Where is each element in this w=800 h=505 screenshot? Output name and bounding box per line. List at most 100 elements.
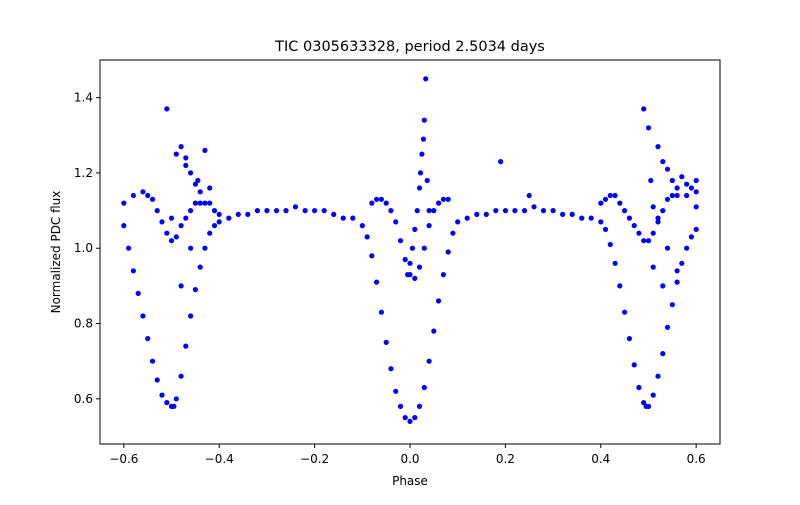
data-point (207, 185, 213, 191)
data-point (149, 358, 156, 364)
data-point (650, 204, 656, 210)
data-point (168, 215, 175, 221)
data-point (645, 125, 652, 131)
data-point (419, 151, 425, 157)
data-point (612, 192, 618, 199)
data-point (412, 226, 418, 232)
data-point (693, 204, 699, 210)
data-point (173, 234, 179, 240)
data-point (650, 264, 656, 270)
data-point (688, 234, 695, 240)
data-point (669, 302, 675, 308)
data-point (388, 208, 394, 214)
data-point (417, 170, 424, 176)
data-point (512, 208, 518, 214)
data-point (407, 418, 413, 424)
data-point (423, 76, 429, 82)
x-tick-label: 0.6 (687, 452, 706, 466)
data-point (159, 392, 165, 398)
data-point (416, 403, 423, 409)
data-point (397, 403, 404, 409)
data-point (693, 189, 699, 195)
data-point (421, 117, 427, 123)
data-point (664, 324, 671, 330)
data-point (650, 230, 656, 236)
x-tick-label: −0.2 (300, 452, 329, 466)
data-point (340, 215, 346, 221)
data-point (164, 106, 170, 112)
data-point (669, 177, 675, 184)
y-axis-ticks: 0.6 0.8 1.0 1.2 1.4 (74, 91, 100, 406)
data-point (416, 264, 423, 270)
data-point (641, 106, 647, 112)
data-point (569, 211, 575, 217)
data-point (216, 211, 222, 217)
data-point (130, 268, 136, 274)
data-point (188, 245, 194, 251)
data-point (674, 279, 680, 285)
data-point (684, 181, 690, 187)
data-point (655, 144, 661, 150)
data-point (402, 415, 408, 421)
data-point (254, 208, 260, 214)
data-point (617, 200, 623, 206)
data-point (192, 200, 198, 206)
data-point (126, 245, 132, 251)
x-tick-label: 0.4 (591, 452, 610, 466)
data-point (660, 351, 666, 357)
data-point (455, 219, 461, 225)
data-point (197, 189, 203, 195)
data-point (130, 192, 136, 199)
data-point (388, 366, 394, 372)
data-point (560, 211, 566, 217)
data-point (655, 215, 661, 221)
data-point (607, 192, 613, 199)
data-point (693, 226, 699, 232)
data-point (409, 245, 415, 251)
y-tick-label: 0.6 (74, 392, 93, 406)
data-point (674, 192, 680, 199)
data-point (195, 177, 201, 184)
data-points (121, 76, 699, 424)
data-point (188, 170, 194, 176)
data-point (655, 373, 661, 379)
data-point (660, 283, 666, 289)
data-point (331, 211, 337, 217)
data-point (154, 208, 160, 214)
data-point (192, 181, 198, 187)
data-point (173, 396, 179, 402)
data-point (531, 204, 537, 210)
x-axis-ticks: −0.6 −0.4 −0.2 0.0 0.2 0.4 0.6 (109, 444, 706, 466)
data-point (321, 208, 327, 214)
data-point (660, 208, 666, 214)
data-point (140, 189, 146, 195)
data-point (636, 384, 642, 391)
data-point (693, 177, 699, 184)
data-point (211, 223, 218, 229)
data-point (421, 384, 427, 391)
data-point (431, 208, 437, 214)
data-point (550, 208, 556, 214)
data-point (369, 200, 375, 206)
data-point (664, 166, 671, 172)
data-point (302, 208, 308, 214)
data-point (679, 174, 685, 180)
data-point (598, 219, 604, 225)
data-point (414, 208, 420, 214)
data-point (145, 336, 151, 342)
data-point (645, 238, 652, 244)
data-point (283, 208, 289, 214)
data-point (602, 196, 609, 202)
data-point (378, 309, 384, 315)
data-point (521, 208, 528, 214)
data-point (579, 215, 585, 221)
x-tick-label: −0.6 (109, 452, 138, 466)
data-point (407, 260, 413, 266)
data-point (416, 185, 423, 191)
data-point (502, 208, 508, 214)
data-point (207, 200, 213, 206)
data-point (369, 253, 375, 259)
data-point (164, 400, 170, 406)
data-point (264, 208, 270, 214)
